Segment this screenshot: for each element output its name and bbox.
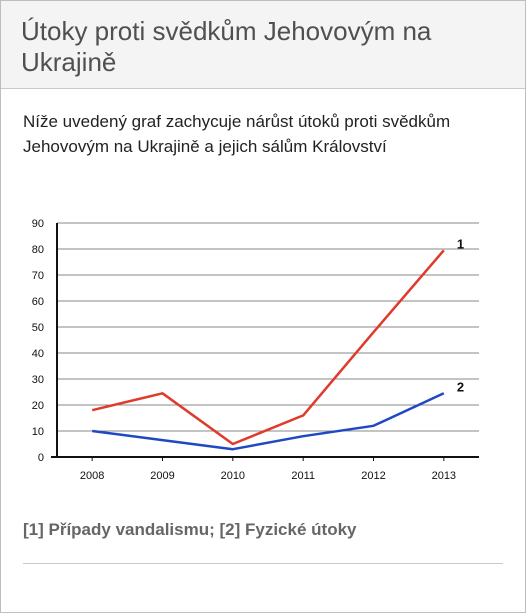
x-tick-label: 2009 xyxy=(150,470,174,482)
series-line-1 xyxy=(91,249,445,446)
y-tick-label: 80 xyxy=(32,244,44,256)
page-title: Útoky proti svědkům Jehovovým na Ukrajin… xyxy=(21,16,432,77)
y-tick-label: 40 xyxy=(32,348,44,360)
title-box: Útoky proti svědkům Jehovovým na Ukrajin… xyxy=(1,1,525,89)
y-tick-label: 10 xyxy=(32,426,44,438)
y-tick-label: 30 xyxy=(32,374,44,386)
chart-caption: [1] Případy vandalismu; [2] Fyzické útok… xyxy=(23,520,357,539)
axes xyxy=(51,223,479,461)
divider xyxy=(23,563,503,564)
series-lines xyxy=(91,249,445,451)
x-tick-labels: 2008 2009 2010 2011 2012 2013 xyxy=(80,470,456,482)
y-tick-label: 70 xyxy=(32,270,44,282)
y-tick-label: 50 xyxy=(32,322,44,334)
series-label-2: 2 xyxy=(457,379,464,394)
y-tick-labels: 0 10 20 30 40 50 60 70 80 90 xyxy=(32,218,44,464)
x-tick-label: 2013 xyxy=(432,470,456,482)
y-tick-label: 60 xyxy=(32,296,44,308)
series-end-labels: 12 xyxy=(457,236,464,394)
x-tick-label: 2008 xyxy=(80,470,104,482)
x-tick-label: 2012 xyxy=(361,470,385,482)
y-tick-label: 20 xyxy=(32,400,44,412)
intro-text: Níže uvedený graf zachycuje nárůst útoků… xyxy=(23,112,451,156)
series-line-2 xyxy=(92,392,445,451)
gridlines xyxy=(57,222,479,432)
series-label-1: 1 xyxy=(457,236,464,251)
line-chart: 0 10 20 30 40 50 60 70 80 90 2008 2009 2010 2011 2012… xyxy=(32,218,479,482)
y-tick-label: 0 xyxy=(38,452,44,464)
y-tick-label: 90 xyxy=(32,218,44,230)
x-tick-label: 2010 xyxy=(221,470,245,482)
x-tick-label: 2011 xyxy=(291,470,315,482)
